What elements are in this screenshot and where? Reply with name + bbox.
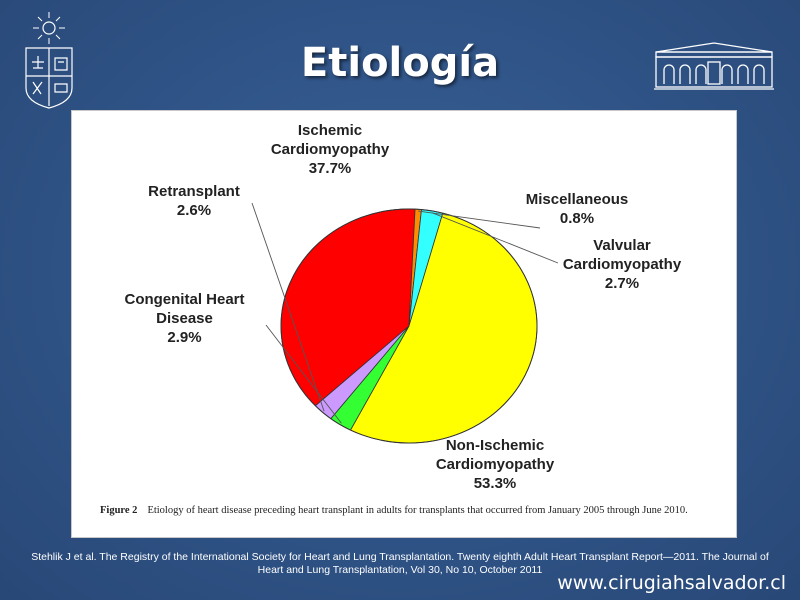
citation-line2: Heart and Lung Transplantation, Vol 30, …: [257, 564, 543, 576]
label-non-ischemic: Non-Ischemic Cardiomyopathy 53.3%: [420, 436, 570, 493]
label-retransplant-line1: Retransplant: [148, 183, 240, 200]
citation: Stehlik J et al. The Registry of the Int…: [0, 551, 800, 577]
label-valvular-line2: Cardiomyopathy: [562, 256, 682, 273]
label-valvular: Valvular Cardiomyopathy 2.7%: [547, 236, 697, 293]
pie-chart: [251, 202, 559, 444]
label-retransplant-percent: 2.6%: [176, 202, 212, 219]
university-crest-logo: [25, 12, 73, 109]
website-url: www.cirugiahsalvador.cl: [557, 572, 786, 594]
leader-valvular: [431, 212, 559, 264]
citation-line1: Stehlik J et al. The Registry of the Int…: [31, 551, 769, 563]
figure-label: Figure 2: [100, 505, 138, 516]
label-congenital: Congenital Heart Disease 2.9%: [112, 290, 257, 347]
pie-outline: [280, 208, 538, 444]
leader-congenital: [265, 324, 342, 424]
label-ischemic: Ischemic Cardiomyopathy 37.7%: [255, 121, 405, 178]
label-misc-line1: Miscellaneous: [525, 191, 629, 208]
label-ischemic-line2: Cardiomyopathy: [270, 141, 390, 158]
leader-retransplant: [251, 202, 325, 412]
label-retransplant: Retransplant 2.6%: [134, 182, 254, 220]
slide-title: Etiología: [300, 40, 500, 86]
leader-miscellaneous: [418, 210, 541, 229]
figure-caption-text: Etiology of heart disease preceding hear…: [147, 505, 688, 516]
label-valvular-line1: Valvular: [593, 237, 651, 254]
hospital-building-logo: [654, 42, 774, 90]
figure-caption: Figure 2 Etiology of heart disease preced…: [100, 505, 720, 517]
label-misc-percent: 0.8%: [559, 210, 595, 227]
label-congenital-line1: Congenital Heart: [124, 291, 245, 308]
label-ischemic-percent: 37.7%: [308, 160, 352, 177]
label-miscellaneous: Miscellaneous 0.8%: [512, 190, 642, 228]
label-congenital-line2: Disease: [156, 310, 213, 327]
label-nonischemic-percent: 53.3%: [473, 475, 517, 492]
label-nonischemic-line1: Non-Ischemic: [445, 437, 545, 454]
label-congenital-percent: 2.9%: [167, 329, 202, 346]
figure-panel: Ischemic Cardiomyopathy 37.7% Miscellane…: [71, 110, 737, 538]
label-valvular-percent: 2.7%: [604, 275, 640, 292]
label-ischemic-line1: Ischemic: [297, 122, 363, 139]
label-nonischemic-line2: Cardiomyopathy: [435, 456, 555, 473]
